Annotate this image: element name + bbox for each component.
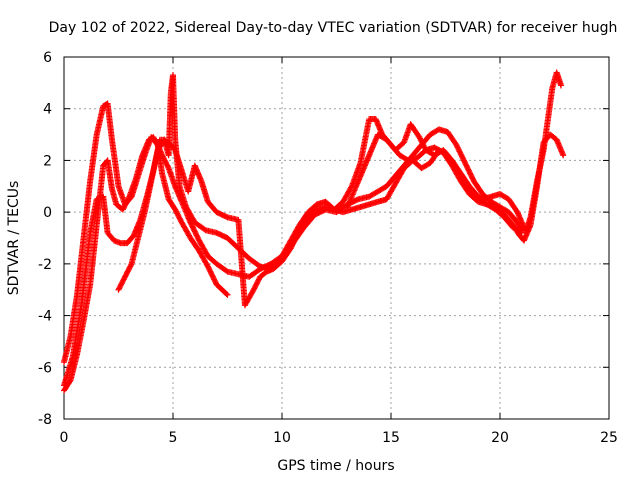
data-point-marker	[520, 224, 527, 231]
data-point-marker	[164, 163, 171, 170]
series-track-3	[61, 69, 565, 389]
data-point-marker	[127, 262, 134, 269]
x-axis-label: GPS time / hours	[277, 458, 394, 474]
y-tick-label: 0	[43, 205, 52, 221]
y-tick-label: -4	[38, 309, 52, 325]
data-markers	[61, 69, 567, 394]
data-point-marker	[517, 229, 524, 236]
series-track-5	[344, 121, 525, 236]
y-tick-label: -6	[38, 360, 52, 376]
x-tick-label: 0	[60, 430, 69, 446]
data-point-marker	[560, 152, 567, 159]
x-tick-label: 5	[169, 430, 178, 446]
plot-frame	[63, 56, 610, 420]
x-tick-label: 25	[600, 430, 618, 446]
y-tick-label: -2	[38, 257, 52, 273]
x-tick-label: 10	[273, 430, 291, 446]
y-axis-label: SDTVAR / TECUs	[6, 181, 22, 296]
axis-ticks: 0 5 10 15 20 25 -8 -6 -4 -2 0 2 4 6	[38, 50, 618, 446]
chart-title: Day 102 of 2022, Sidereal Day-to-day VTE…	[49, 20, 618, 36]
data-point-marker	[224, 291, 231, 298]
x-tick-label: 15	[382, 430, 400, 446]
y-tick-label: 2	[43, 153, 52, 169]
data-point-marker	[223, 290, 230, 297]
y-tick-label: 6	[43, 50, 52, 66]
x-tick-label: 20	[491, 430, 509, 446]
y-tick-label: 4	[43, 102, 52, 118]
y-tick-label: -8	[38, 412, 52, 428]
data-point-marker	[558, 82, 565, 89]
data-point-marker	[518, 229, 525, 236]
